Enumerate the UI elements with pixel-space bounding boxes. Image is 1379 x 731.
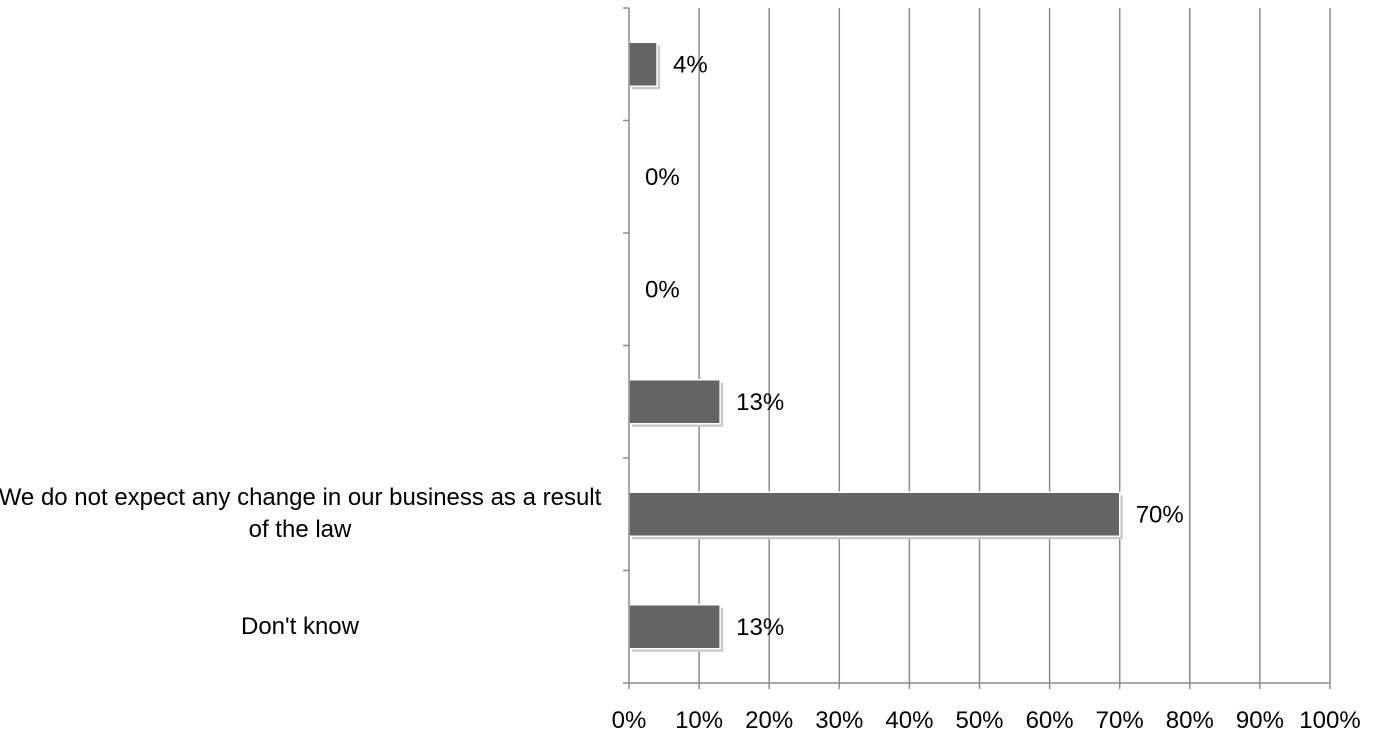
data-label: 0% [645, 276, 680, 303]
x-tick-label: 60% [1026, 707, 1074, 731]
data-label: 13% [736, 389, 784, 416]
data-label: 0% [645, 164, 680, 191]
bars [628, 41, 1123, 652]
x-tick-label: 10% [675, 707, 723, 731]
x-tick-label: 0% [612, 707, 647, 731]
gridlines [698, 8, 1331, 683]
bar [628, 491, 1121, 537]
category-label: We do not expect any change in our busin… [0, 484, 602, 544]
x-tick-label: 30% [815, 707, 863, 731]
bar [628, 604, 721, 650]
x-tick-label: 20% [745, 707, 793, 731]
x-tick-label: 80% [1166, 707, 1214, 731]
x-tick-label: 50% [955, 707, 1003, 731]
bar [628, 41, 658, 87]
x-tick-label: 70% [1096, 707, 1144, 731]
x-tick-label: 100% [1299, 707, 1360, 731]
axes [623, 7, 1331, 689]
x-tick-label: 90% [1236, 707, 1284, 731]
data-label: 70% [1136, 501, 1184, 528]
data-label: 4% [673, 51, 708, 78]
bar [628, 379, 721, 425]
x-tick-label: 40% [885, 707, 933, 731]
data-labels: 4% 0% 0% 13% 70% 13% [645, 51, 1184, 641]
x-tick-labels: 0% 10% 20% 30% 40% 50% 60% 70% 80% 90% 100% [612, 707, 1361, 731]
category-label: Don't know [241, 612, 359, 640]
data-label: 13% [736, 614, 784, 641]
